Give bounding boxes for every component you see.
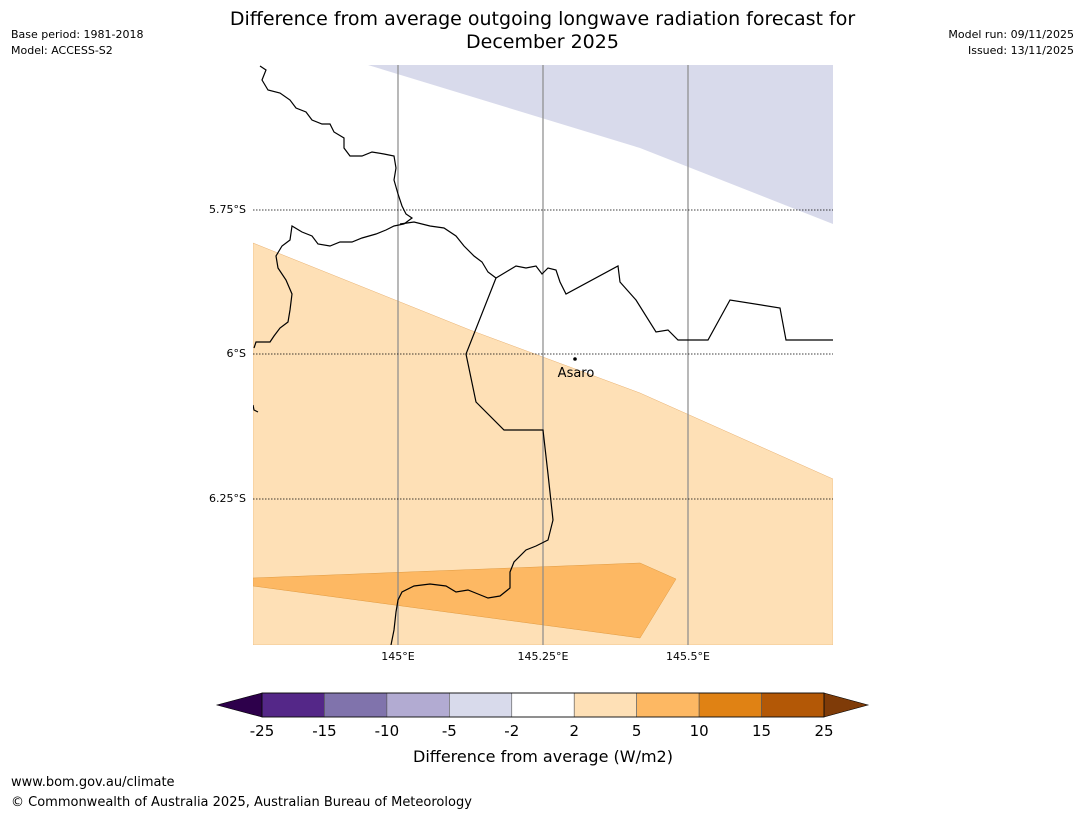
colorbar-tick-label: 15 xyxy=(752,722,771,740)
colorbar-tick-label: 25 xyxy=(814,722,833,740)
lon-label: 145.5°E xyxy=(666,650,710,663)
place-label-asaro: Asaro xyxy=(558,366,595,381)
colorbar-segment xyxy=(761,692,825,718)
boundary-north xyxy=(253,65,414,349)
province-boundaries xyxy=(253,65,833,645)
colorbar-tick-label: -5 xyxy=(442,722,457,740)
model-run-text: Model run: 09/11/2025 xyxy=(948,28,1074,41)
title-line-2: December 2025 xyxy=(466,31,619,53)
colorbar-tick-label: 2 xyxy=(569,722,579,740)
colorbar-segment xyxy=(449,692,513,718)
lat-label: 6°S xyxy=(227,347,246,360)
colorbar-tick-label: -2 xyxy=(504,722,519,740)
colorbar-tick-label: 10 xyxy=(690,722,709,740)
colorbar-segment xyxy=(386,692,450,718)
colorbar-segment xyxy=(261,692,325,718)
colorbar: -25 -15 -10 -5 -2 2 5 10 15 25 xyxy=(215,692,870,740)
colorbar-tick-label: -10 xyxy=(375,722,400,740)
title-line-1: Difference from average outgoing longwav… xyxy=(229,8,856,30)
footer-url: www.bom.gov.au/climate xyxy=(11,775,175,790)
colorbar-tick-label: -15 xyxy=(312,722,337,740)
colorbar-outline xyxy=(261,692,825,718)
colorbar-segment xyxy=(511,692,575,718)
meta-right: Model run: 09/11/2025 Issued: 13/11/2025 xyxy=(948,27,1074,59)
issued-text: Issued: 13/11/2025 xyxy=(967,44,1074,57)
colorbar-tick-label: 5 xyxy=(632,722,642,740)
colorbar-segment xyxy=(698,692,762,718)
lon-label: 145°E xyxy=(381,650,414,663)
map-area: Asaro xyxy=(253,65,833,645)
boundary-south xyxy=(390,277,554,645)
colorbar-label: Difference from average (W/m2) xyxy=(413,747,673,766)
anomaly-region-5-to-10 xyxy=(253,562,677,639)
asaro-marker xyxy=(573,357,577,361)
meta-left: Base period: 1981-2018 Model: ACCESS-S2 xyxy=(11,27,143,59)
lat-label: 6.25°S xyxy=(209,492,246,505)
base-period-text: Base period: 1981-2018 xyxy=(11,28,144,41)
lon-label: 145.25°E xyxy=(518,650,569,663)
colorbar-segment xyxy=(573,692,637,718)
colorbar-extend-high xyxy=(823,692,870,718)
colorbar-extend-low xyxy=(215,692,263,718)
model-text: Model: ACCESS-S2 xyxy=(11,44,113,57)
colorbar-segment xyxy=(636,692,700,718)
lat-label: 5.75°S xyxy=(209,203,246,216)
footer-copyright: © Commonwealth of Australia 2025, Austra… xyxy=(11,795,472,810)
anomaly-region-minus5-to-minus2 xyxy=(368,65,833,224)
colorbar-tick-label: -25 xyxy=(250,722,275,740)
boundary-east xyxy=(399,221,833,341)
chart-title: Difference from average outgoing longwav… xyxy=(0,8,1085,54)
boundary-fragment xyxy=(253,404,259,413)
colorbar-segment xyxy=(324,692,388,718)
